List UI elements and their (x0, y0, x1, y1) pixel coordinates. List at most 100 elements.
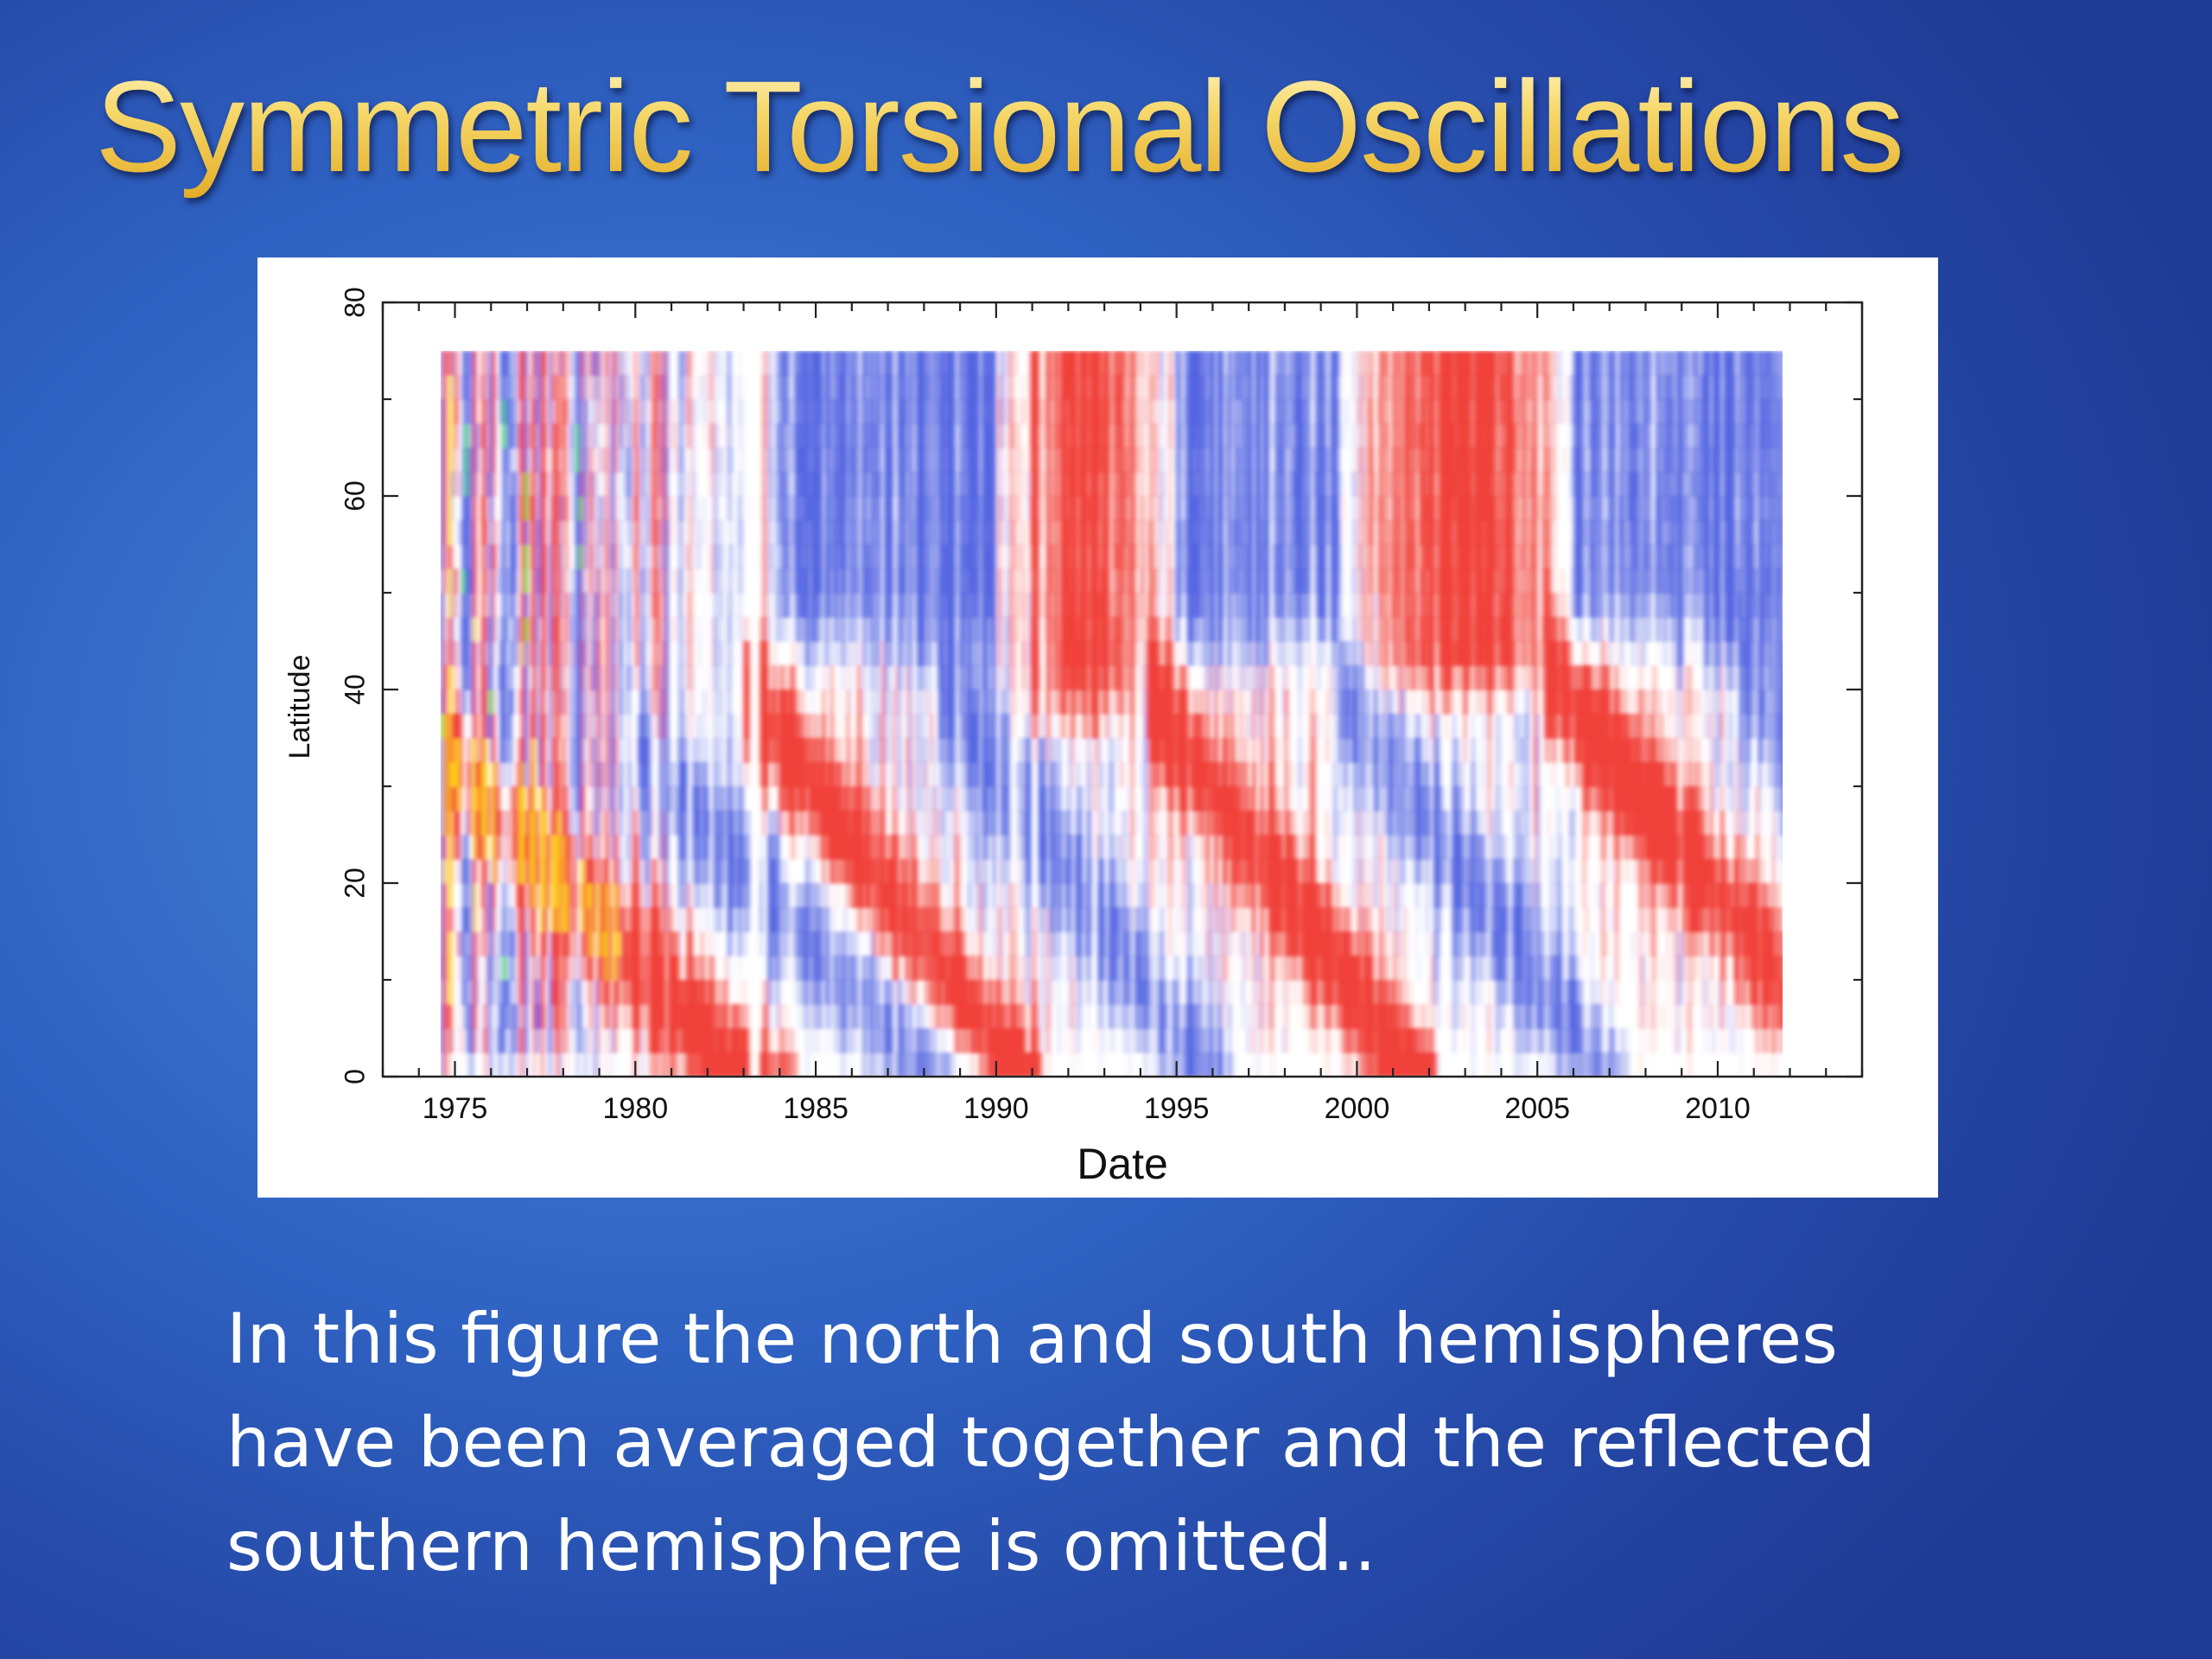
heatmap-cell (857, 569, 861, 594)
heatmap-cell (789, 714, 793, 739)
heatmap-cell (1014, 1052, 1018, 1077)
heatmap-cell (440, 835, 444, 860)
heatmap-cell (917, 665, 920, 690)
heatmap-cell (540, 835, 544, 860)
heatmap-cell (719, 569, 723, 594)
heatmap-cell (762, 641, 766, 666)
heatmap-cell (461, 859, 466, 884)
heatmap-cell (944, 351, 948, 376)
heatmap-cell (652, 810, 655, 836)
heatmap-cell (494, 1028, 499, 1053)
heatmap-cell (611, 351, 614, 376)
heatmap-cell (941, 351, 945, 376)
heatmap-cell (708, 690, 712, 715)
heatmap-cell (776, 544, 779, 569)
heatmap-cell (946, 859, 950, 884)
heatmap-cell (903, 641, 907, 666)
heatmap-cell (494, 786, 499, 811)
heatmap-cell (982, 641, 986, 666)
heatmap-cell (770, 931, 774, 957)
heatmap-cell (632, 786, 637, 811)
heatmap-cell (995, 1028, 999, 1053)
heatmap-cell (551, 496, 556, 521)
heatmap-cell (1001, 786, 1004, 811)
heatmap-cell (524, 569, 528, 594)
heatmap-cell (683, 956, 688, 981)
heatmap-cell (930, 351, 934, 376)
heatmap-cell (746, 810, 750, 836)
heatmap-cell (908, 931, 912, 957)
heatmap-cell (556, 448, 561, 473)
heatmap-cell (798, 351, 802, 376)
heatmap-cell (652, 786, 655, 811)
heatmap-cell (499, 714, 504, 739)
heatmap-cell (932, 883, 937, 908)
heatmap-cell (562, 472, 566, 497)
heatmap-cell (635, 496, 639, 521)
heatmap-cell (473, 665, 477, 690)
heatmap-cell (451, 762, 455, 787)
heatmap-cell (887, 641, 891, 666)
heatmap-cell (784, 472, 788, 497)
heatmap-cell (632, 399, 637, 424)
heatmap-cell (465, 423, 468, 448)
heatmap-cell (475, 786, 480, 811)
heatmap-cell (689, 907, 693, 932)
heatmap-cell (440, 665, 444, 690)
heatmap-cell (578, 520, 582, 545)
heatmap-cell (597, 907, 601, 932)
heatmap-cell (480, 544, 485, 569)
heatmap-cell (862, 786, 867, 811)
heatmap-cell (729, 520, 734, 545)
heatmap-cell (505, 786, 509, 811)
heatmap-cell (930, 496, 934, 521)
heatmap-cell (738, 931, 742, 957)
heatmap-cell (454, 448, 458, 473)
heatmap-cell (626, 617, 631, 642)
heatmap-cell (987, 496, 991, 521)
heatmap-cell (676, 980, 680, 1005)
heatmap-cell (578, 714, 582, 739)
heatmap-cell (767, 738, 772, 763)
heatmap-cell (608, 1004, 612, 1029)
heatmap-cell (521, 520, 525, 545)
heatmap-cell (965, 641, 969, 666)
heatmap-cell (505, 1004, 509, 1029)
heatmap-cell (795, 907, 798, 932)
heatmap-cell (900, 1052, 905, 1077)
heatmap-cell (456, 762, 461, 787)
heatmap-cell (735, 762, 740, 787)
heatmap-cell (605, 762, 609, 787)
heatmap-cell (662, 1052, 666, 1077)
heatmap-cell (873, 907, 877, 932)
heatmap-cell (575, 423, 580, 448)
heatmap-cell (442, 1028, 447, 1053)
heatmap-cell (954, 593, 958, 618)
heatmap-cell (957, 399, 961, 424)
heatmap-cell (570, 714, 574, 739)
heatmap-cell (513, 617, 518, 642)
heatmap-cell (632, 762, 636, 787)
heatmap-cell (543, 641, 547, 666)
heatmap-cell (889, 423, 893, 448)
heatmap-cell (645, 520, 650, 545)
heatmap-cell (499, 738, 504, 763)
heatmap-cell (700, 1052, 704, 1077)
heatmap-cell (906, 1052, 910, 1077)
heatmap-cell (697, 859, 702, 884)
heatmap-cell (776, 448, 779, 473)
heatmap-cell (729, 472, 734, 497)
heatmap-cell (511, 423, 515, 448)
heatmap-cell (581, 399, 585, 424)
heatmap-cell (989, 593, 994, 618)
heatmap-cell (944, 738, 948, 763)
heatmap-cell (819, 544, 823, 569)
heatmap-cell (935, 931, 939, 957)
heatmap-cell (683, 569, 688, 594)
heatmap-cell (868, 859, 872, 884)
heatmap-cell (619, 931, 623, 957)
heatmap-cell (727, 496, 731, 521)
heatmap-cell (1008, 883, 1013, 908)
heatmap-cell (997, 351, 1001, 376)
heatmap-cell (543, 448, 547, 473)
